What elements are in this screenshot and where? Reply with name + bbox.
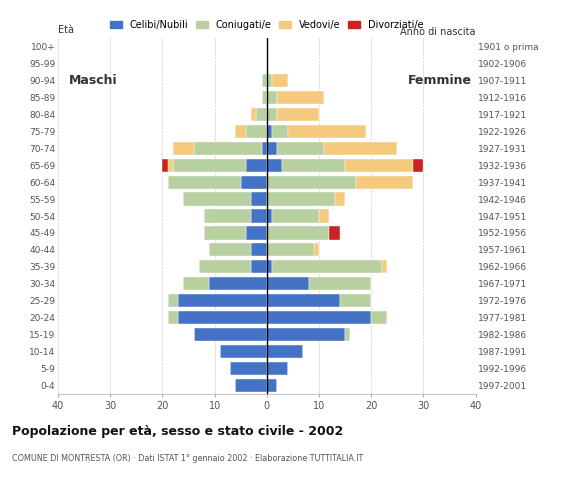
Bar	[168, 176, 241, 189]
Bar	[272, 74, 288, 87]
Bar	[277, 142, 324, 155]
Bar	[251, 192, 267, 206]
Bar	[272, 260, 382, 273]
Bar	[267, 159, 282, 172]
Bar	[267, 345, 303, 358]
Bar	[262, 74, 267, 87]
Bar	[267, 74, 272, 87]
Legend: Celibi/Nubili, Coniugati/e, Vedovi/e, Divorziati/e: Celibi/Nubili, Coniugati/e, Vedovi/e, Di…	[110, 20, 423, 30]
Bar	[267, 226, 329, 240]
Bar	[173, 159, 246, 172]
Bar	[194, 328, 267, 341]
Bar	[345, 159, 413, 172]
Bar	[168, 311, 178, 324]
Bar	[235, 125, 246, 138]
Bar	[267, 243, 314, 256]
Bar	[267, 379, 277, 392]
Bar	[162, 159, 168, 172]
Bar	[272, 125, 288, 138]
Bar	[251, 209, 267, 223]
Bar	[329, 226, 340, 240]
Bar	[204, 209, 251, 223]
Bar	[246, 125, 267, 138]
Bar	[267, 294, 340, 307]
Bar	[345, 328, 350, 341]
Bar	[230, 361, 267, 375]
Text: Popolazione per età, sesso e stato civile - 2002: Popolazione per età, sesso e stato civil…	[12, 425, 343, 438]
Bar	[267, 176, 356, 189]
Bar	[204, 226, 246, 240]
Bar	[267, 328, 345, 341]
Bar	[256, 108, 267, 121]
Bar	[267, 91, 277, 104]
Bar	[199, 260, 251, 273]
Bar	[183, 192, 251, 206]
Text: Anno di nascita: Anno di nascita	[400, 26, 476, 36]
Bar	[235, 379, 267, 392]
Bar	[335, 192, 345, 206]
Bar	[241, 176, 267, 189]
Bar	[178, 294, 267, 307]
Bar	[246, 159, 267, 172]
Bar	[382, 260, 387, 273]
Bar	[314, 243, 319, 256]
Bar	[220, 345, 267, 358]
Bar	[277, 108, 319, 121]
Bar	[168, 294, 178, 307]
Bar	[251, 243, 267, 256]
Bar	[178, 311, 267, 324]
Text: Età: Età	[58, 25, 74, 35]
Bar	[251, 108, 256, 121]
Bar	[288, 125, 366, 138]
Bar	[267, 125, 272, 138]
Bar	[340, 294, 371, 307]
Bar	[173, 142, 194, 155]
Bar	[209, 243, 251, 256]
Bar	[272, 209, 319, 223]
Bar	[371, 311, 387, 324]
Bar	[267, 108, 277, 121]
Bar	[267, 260, 272, 273]
Bar	[309, 277, 371, 290]
Bar	[194, 142, 262, 155]
Bar	[267, 192, 335, 206]
Bar	[246, 226, 267, 240]
Bar	[277, 91, 324, 104]
Text: COMUNE DI MONTRESTA (OR) · Dati ISTAT 1° gennaio 2002 · Elaborazione TUTTITALIA.: COMUNE DI MONTRESTA (OR) · Dati ISTAT 1°…	[12, 454, 363, 463]
Bar	[413, 159, 423, 172]
Text: Maschi: Maschi	[68, 74, 117, 87]
Text: Femmine: Femmine	[408, 74, 472, 87]
Bar	[209, 277, 267, 290]
Bar	[267, 209, 272, 223]
Bar	[282, 159, 345, 172]
Bar	[267, 311, 371, 324]
Bar	[267, 142, 277, 155]
Bar	[324, 142, 397, 155]
Bar	[319, 209, 329, 223]
Bar	[168, 159, 173, 172]
Bar	[183, 277, 209, 290]
Bar	[251, 260, 267, 273]
Bar	[262, 142, 267, 155]
Bar	[267, 361, 288, 375]
Bar	[262, 91, 267, 104]
Bar	[267, 277, 309, 290]
Bar	[356, 176, 413, 189]
